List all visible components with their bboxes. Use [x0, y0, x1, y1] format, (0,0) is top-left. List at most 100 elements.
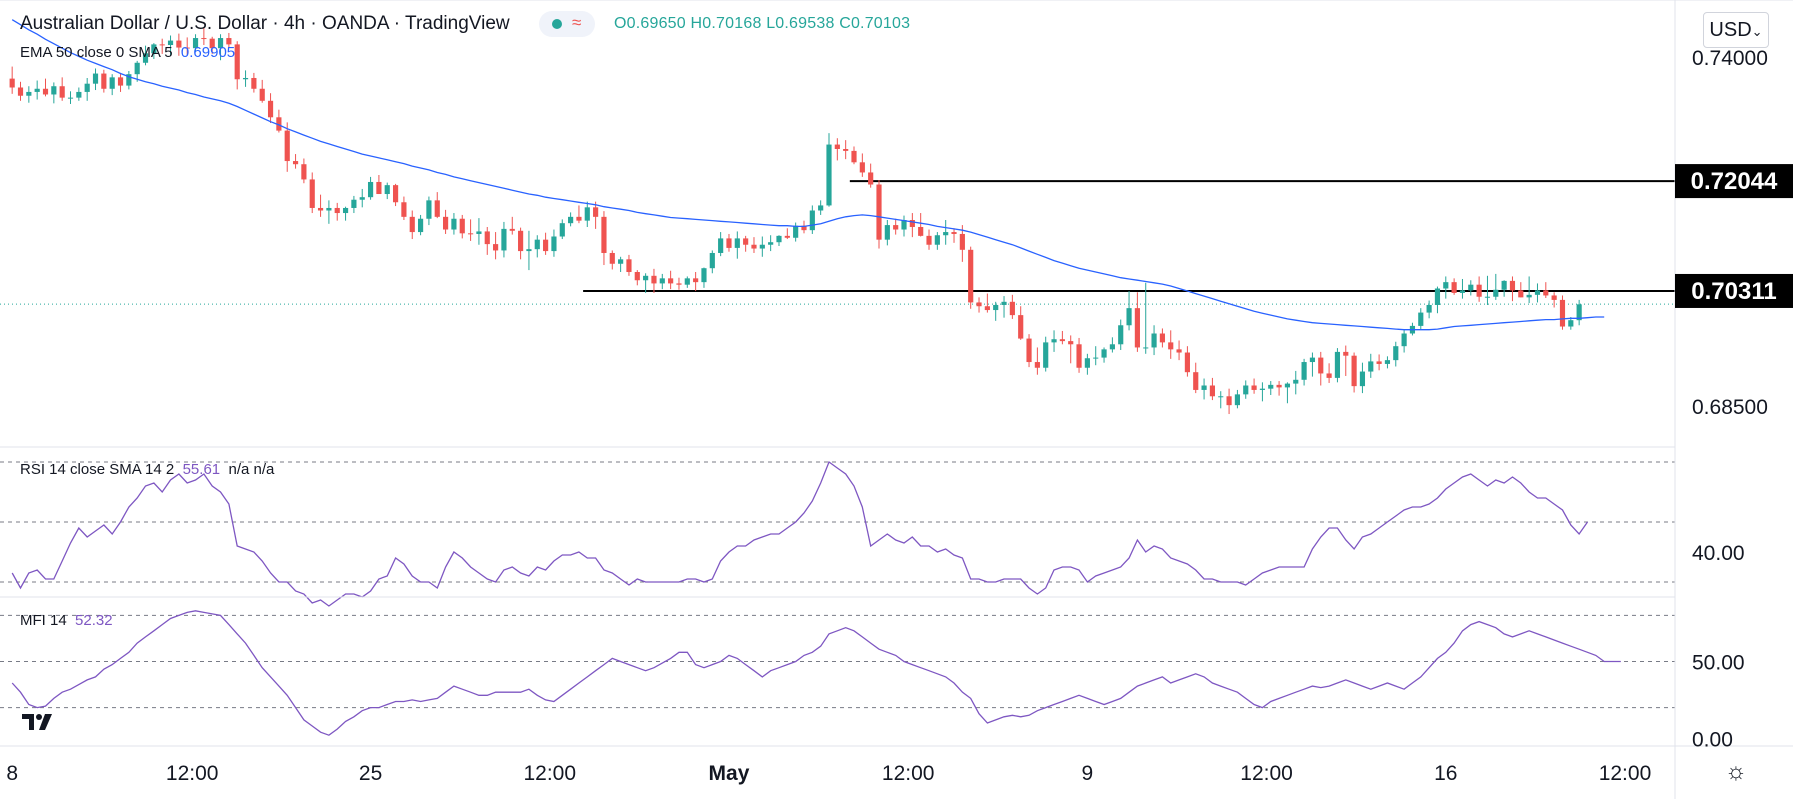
candle-body-151	[1268, 384, 1274, 389]
candle-153	[1284, 382, 1291, 404]
candle-25	[217, 34, 224, 61]
candle-16	[142, 45, 149, 66]
candle-body-149	[1251, 385, 1257, 390]
candle-116	[976, 297, 982, 313]
candle-body-108	[909, 220, 915, 227]
candle-body-173	[1451, 282, 1457, 293]
candle-5	[51, 82, 57, 104]
candle-33	[284, 122, 290, 172]
candle-85	[718, 232, 724, 257]
candle-body-29	[251, 77, 257, 89]
candle-body-101	[851, 150, 857, 163]
candle-7	[67, 91, 74, 104]
candle-186	[1559, 295, 1566, 330]
candle-148	[1243, 380, 1249, 399]
candle-10	[92, 68, 99, 91]
chevron-down-icon: ⌄	[1751, 24, 1763, 39]
candle-body-156	[1309, 357, 1316, 363]
currency-label: USD	[1709, 19, 1752, 41]
rsi-legend[interactable]: RSI 14 close SMA 14 2 55.61 n/a n/a	[20, 461, 274, 478]
candle-body-153	[1284, 383, 1291, 388]
candle-188	[1576, 299, 1582, 326]
candle-body-185	[1551, 295, 1557, 300]
candle-body-28	[242, 77, 249, 80]
candle-2	[26, 86, 32, 103]
candle-90	[759, 236, 765, 257]
candle-body-40	[342, 207, 349, 214]
horizontal-line-label-1: 0.70311	[1691, 278, 1776, 305]
candle-body-61	[518, 230, 524, 252]
candle-43	[367, 176, 374, 200]
candle-17	[151, 43, 157, 59]
candle-14	[126, 71, 132, 90]
candle-body-186	[1559, 299, 1566, 327]
settings-gear-icon[interactable]: ☼	[1725, 758, 1747, 785]
candle-body-36	[309, 179, 315, 208]
candle-75	[634, 270, 640, 286]
candle-body-164	[1376, 361, 1382, 364]
candle-body-105	[884, 225, 890, 240]
candle-157	[1318, 351, 1324, 386]
candle-180	[1509, 276, 1516, 302]
ema-line	[11, 19, 1605, 331]
candle-body-179	[1501, 280, 1507, 290]
candle-67	[568, 212, 574, 227]
candle-body-48	[409, 216, 415, 233]
candle-body-167	[1401, 333, 1407, 347]
candle-56	[476, 218, 482, 245]
candle-91	[768, 235, 774, 252]
time-tick-7: 12:00	[1240, 762, 1293, 785]
candle-body-161	[1351, 355, 1357, 387]
candle-body-140	[1176, 349, 1182, 353]
candle-32	[276, 109, 282, 133]
candle-body-121	[1018, 315, 1024, 339]
candle-133	[1118, 319, 1124, 350]
candle-body-69	[584, 207, 590, 221]
wave-icon: ≈	[572, 13, 582, 32]
candle-body-91	[768, 242, 774, 245]
currency-button[interactable]: USD⌄	[1703, 12, 1769, 48]
candle-body-87	[734, 238, 740, 248]
candle-179	[1501, 280, 1507, 297]
candle-body-21	[184, 47, 190, 49]
candle-body-55	[468, 233, 474, 235]
mfi-pane	[0, 610, 1675, 736]
candle-body-90	[759, 244, 765, 249]
candle-105	[884, 220, 890, 246]
rsi-line	[11, 460, 1589, 607]
candle-body-50	[426, 200, 432, 219]
candle-body-89	[751, 244, 757, 249]
candle-63	[534, 235, 540, 258]
candle-132	[1109, 337, 1115, 353]
candle-40	[342, 206, 349, 221]
candle-body-174	[1459, 290, 1466, 293]
candle-185	[1551, 292, 1557, 308]
horizontal-line-label-0: 0.72044	[1691, 168, 1778, 195]
candle-53	[451, 213, 457, 235]
candle-body-176	[1476, 284, 1482, 297]
candle-81	[684, 276, 690, 288]
status-pill[interactable]: ≈	[539, 11, 595, 37]
candle-body-30	[259, 88, 265, 101]
candle-145	[1218, 391, 1224, 409]
candle-51	[434, 192, 440, 219]
candle-174	[1459, 278, 1466, 299]
time-tick-3: 12:00	[523, 762, 576, 785]
candle-body-137	[1151, 333, 1157, 348]
candle-182	[1526, 276, 1532, 304]
candle-76	[643, 273, 649, 293]
candle-body-94	[793, 225, 799, 238]
ema-legend[interactable]: EMA 50 close 0 SMA 5 0.69905	[20, 44, 235, 61]
candle-183	[1534, 283, 1541, 303]
candle-97	[818, 200, 824, 215]
mfi-legend[interactable]: MFI 14 52.32	[20, 612, 113, 629]
candle-body-57	[484, 231, 490, 245]
candle-body-187	[1568, 320, 1574, 327]
candle-body-46	[392, 185, 399, 203]
tradingview-logo-icon[interactable]	[20, 708, 58, 734]
candle-98	[826, 133, 832, 207]
candle-body-170	[1426, 304, 1432, 313]
candle-54	[459, 214, 465, 239]
price-tick-1: 0.68500	[1692, 396, 1768, 419]
